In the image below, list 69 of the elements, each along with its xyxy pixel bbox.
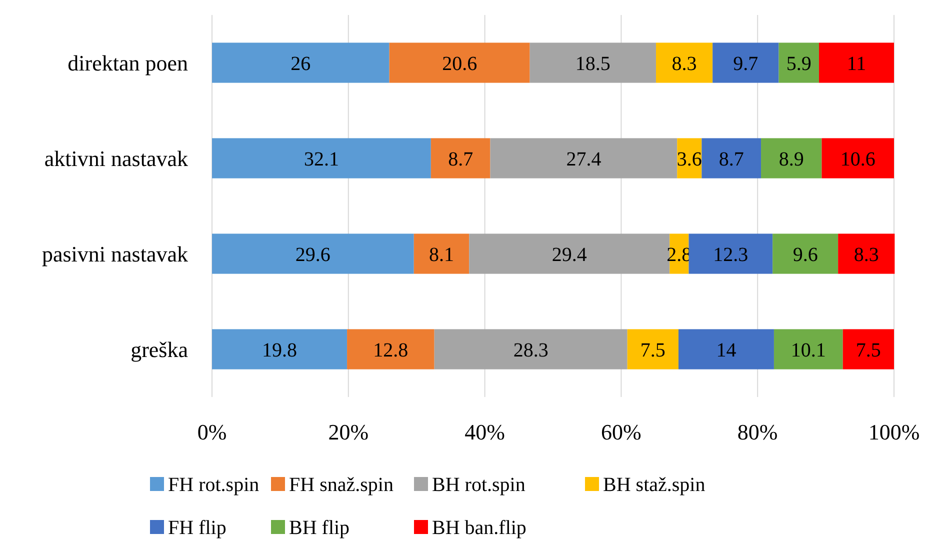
x-tick-label: 100% (868, 420, 920, 445)
data-label: 8.1 (428, 244, 454, 266)
bar (688, 234, 773, 274)
y-tick-label: aktivni nastavak (44, 146, 188, 171)
bar (530, 42, 656, 83)
bar (212, 42, 390, 83)
data-label: 5.9 (786, 52, 812, 75)
data-label: 9.6 (792, 244, 818, 266)
bar (389, 42, 530, 83)
bar (430, 138, 490, 178)
data-label: 29.6 (295, 244, 330, 266)
bar (656, 42, 713, 83)
y-tick-label: pasivni nastavak (42, 241, 188, 266)
data-label: 32.1 (304, 148, 339, 170)
x-tick-label: 40% (464, 420, 505, 445)
data-label: 12.3 (713, 244, 748, 266)
legend-label: BH flip (289, 517, 350, 539)
x-tick-label: 80% (737, 420, 778, 445)
data-label: 11 (846, 52, 866, 75)
data-label: 8.9 (778, 148, 804, 170)
bar (414, 234, 470, 274)
x-tick-label: 0% (197, 420, 227, 445)
bar (347, 329, 434, 370)
data-label: 10.6 (840, 148, 876, 170)
data-label: 7.5 (856, 339, 881, 362)
bar (212, 138, 431, 178)
data-label: 12.8 (373, 339, 408, 362)
y-tick-label: greška (130, 336, 188, 362)
data-label: 9.7 (733, 52, 758, 75)
bar (774, 329, 843, 370)
data-label: 8.7 (718, 148, 744, 170)
bar (822, 138, 894, 178)
data-label: 28.3 (513, 339, 548, 362)
bar (778, 42, 819, 83)
x-tick-label: 60% (601, 420, 642, 445)
data-label: 26 (290, 52, 311, 75)
data-label: 7.5 (640, 339, 666, 362)
bar (678, 329, 774, 370)
legend-label: FH flip (168, 517, 226, 539)
data-label: 18.5 (575, 52, 610, 75)
data-label: 8.3 (672, 52, 697, 75)
bar (818, 42, 894, 83)
bar (627, 329, 678, 370)
bar (838, 234, 895, 274)
legend-label: BH ban.flip (432, 517, 526, 539)
x-tick-label: 20% (328, 420, 369, 445)
bar (712, 42, 779, 83)
data-label: 8.3 (854, 244, 879, 266)
data-label: 20.6 (442, 52, 478, 75)
bar (702, 138, 762, 178)
legend-label: FH rot.spin (168, 474, 260, 496)
bar (490, 138, 678, 178)
data-label: 8.7 (448, 148, 474, 170)
data-label: 3.6 (676, 148, 702, 170)
data-label: 29.4 (552, 244, 587, 266)
bar (772, 234, 838, 274)
bar (212, 329, 348, 370)
y-tick-label: direktan poen (68, 50, 188, 76)
data-label: 19.8 (262, 339, 298, 362)
data-label: 10.1 (790, 339, 826, 362)
legend-label: FH snaž.spin (289, 474, 394, 496)
bar (761, 138, 822, 178)
data-label: 27.4 (566, 148, 602, 170)
bar (212, 234, 414, 274)
bar (842, 329, 894, 370)
legend-label: BH staž.spin (603, 474, 706, 496)
data-label: 14 (716, 339, 736, 362)
legend-label: BH rot.spin (432, 474, 526, 496)
bar (434, 329, 628, 370)
